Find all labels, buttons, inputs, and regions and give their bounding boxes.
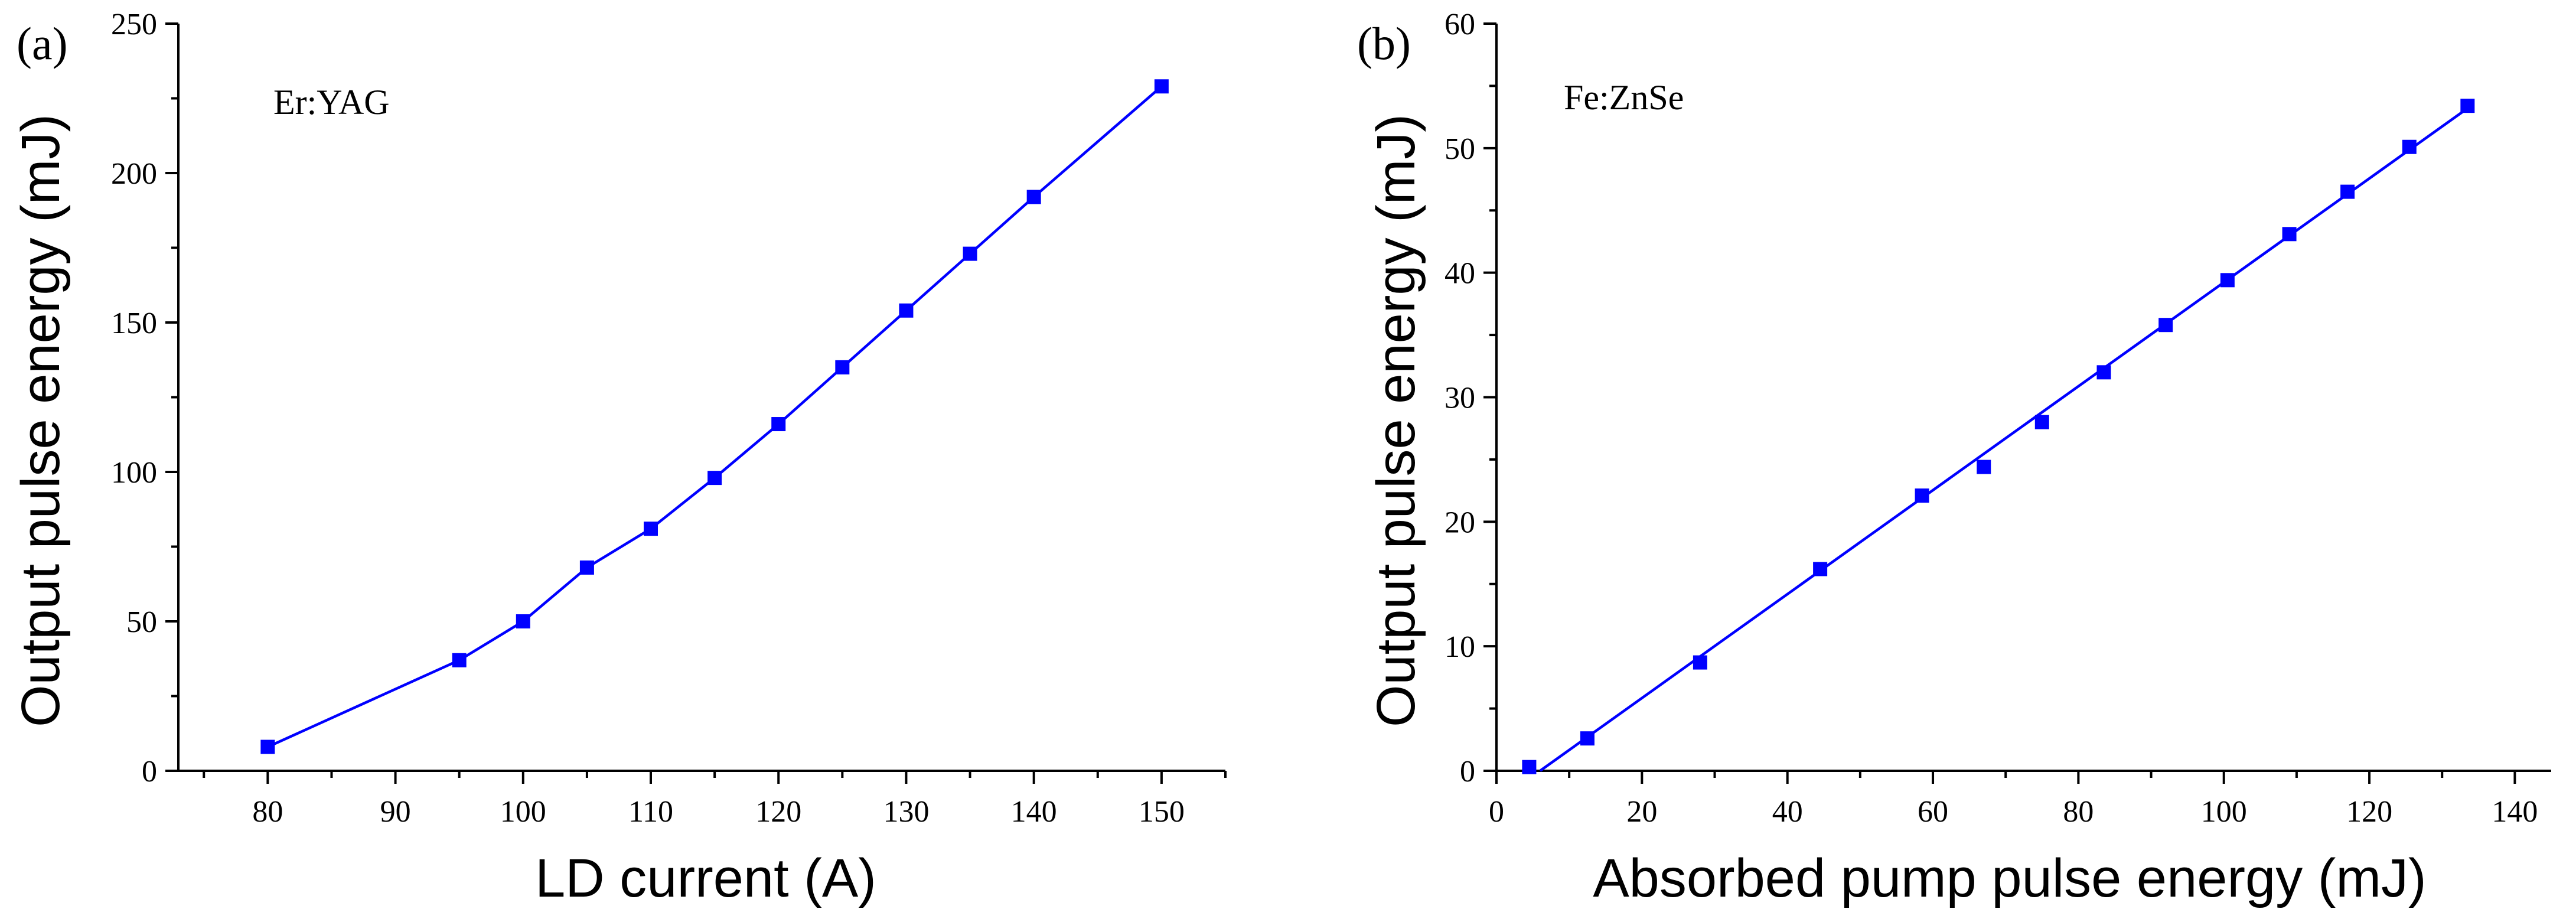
panel-a-y-tick-label: 100 [111,456,157,490]
panel-b-y-tick-label: 30 [1444,382,1475,415]
panel-a-x-tick-label: 140 [1011,795,1057,829]
panel-a-data-point [452,653,467,667]
panel-b-y-tick-label: 60 [1444,8,1475,41]
panel-b-y-tick-label: 20 [1444,506,1475,539]
panel-a-y-tick-label: 200 [111,157,157,191]
panel-a-data-point [899,303,914,318]
panel-a-y-tick-label: 150 [111,307,157,340]
panel-b-data-point [1977,460,1991,474]
panel-a-data-point [707,471,722,486]
panel-a-x-tick-label: 90 [380,795,411,829]
panel-b-y-tick-label: 0 [1460,755,1475,789]
panel-a-data-point [644,522,658,536]
panel-a-x-tick-label: 100 [500,795,546,829]
panel-a-x-tick-label: 130 [883,795,929,829]
chart-panel-a: (a) Er:YAG 80 90 100 110 120 130 140 150 0 50 100 1… [11,8,1227,908]
panel-a-data-point [1026,190,1041,204]
panel-a-data-point [516,614,530,628]
panel-b-x-tick-label: 60 [1918,795,1948,829]
panel-b-data-point [1522,760,1537,774]
panel-a-annotation: Er:YAG [273,83,390,122]
panel-a-data-point [963,246,977,261]
panel-a-plot-area: 80 90 100 110 120 130 140 150 0 50 100 150 200 250 [111,8,1227,829]
panel-b-fit-line [1539,107,2469,772]
panel-a-x-tick-label: 80 [252,795,283,829]
panel-b-data-point [1580,731,1594,746]
panel-a-x-tick-label: 150 [1139,795,1185,829]
panel-b-data-point [2460,99,2475,113]
panel-b-data-point [2340,184,2355,199]
panel-b-data-point [1693,655,1707,670]
panel-a-data-point [260,739,275,754]
panel-a-data-point [771,417,786,432]
panel-b-data-point [2282,227,2297,242]
panel-a-y-axis-title: Output pulse energy (mJ) [11,114,71,727]
panel-b-y-tick-label: 40 [1444,257,1475,291]
panel-b-data-point [2158,318,2173,333]
panel-b-x-tick-label: 140 [2492,795,2538,829]
panel-a-y-tick-label: 50 [126,605,157,639]
panel-a-y-tick-label: 250 [111,8,157,41]
panel-b-data-point [1813,562,1828,576]
panel-b-x-tick-label: 20 [1626,795,1657,829]
panel-a-x-axis-title: LD current (A) [535,848,876,908]
panel-b-x-tick-label: 80 [2063,795,2094,829]
panel-b-data-point [2096,365,2111,380]
chart-panel-b: (b) Fe:ZnSe 0 20 40 60 80 100 120 140 0 10 20 30 40 5… [1357,8,2551,908]
panel-a-data-point [835,360,850,374]
panel-a-label: (a) [17,18,68,69]
panel-b-x-axis-title: Absorbed pump pulse energy (mJ) [1593,848,2426,908]
panel-b-data-point [2402,139,2417,154]
panel-b-y-tick-label: 10 [1444,630,1475,664]
panel-b-data-point [2034,415,2049,429]
panel-a-data-point [579,560,594,575]
panel-a-y-tick-label: 0 [142,755,157,789]
panel-b-x-tick-label: 0 [1489,795,1504,829]
panel-b-x-tick-label: 100 [2201,795,2247,829]
panel-b-y-tick-label: 50 [1444,132,1475,166]
panel-b-annotation: Fe:ZnSe [1564,78,1684,117]
panel-b-data-point [1915,488,1929,503]
panel-a-x-tick-label: 110 [628,795,673,829]
panel-b-y-axis-title: Output pulse energy (mJ) [1366,114,1426,727]
panel-a-series-line [267,85,1163,748]
panel-b-x-tick-label: 120 [2346,795,2392,829]
panel-a-data-point [1154,79,1169,94]
panel-b-data-point [2220,273,2235,288]
panel-b-plot-area: 0 20 40 60 80 100 120 140 0 10 20 30 40 50 60 [1444,8,2551,829]
panel-b-x-tick-label: 40 [1772,795,1803,829]
panel-a-x-tick-label: 120 [755,795,801,829]
panel-b-label: (b) [1357,18,1411,69]
